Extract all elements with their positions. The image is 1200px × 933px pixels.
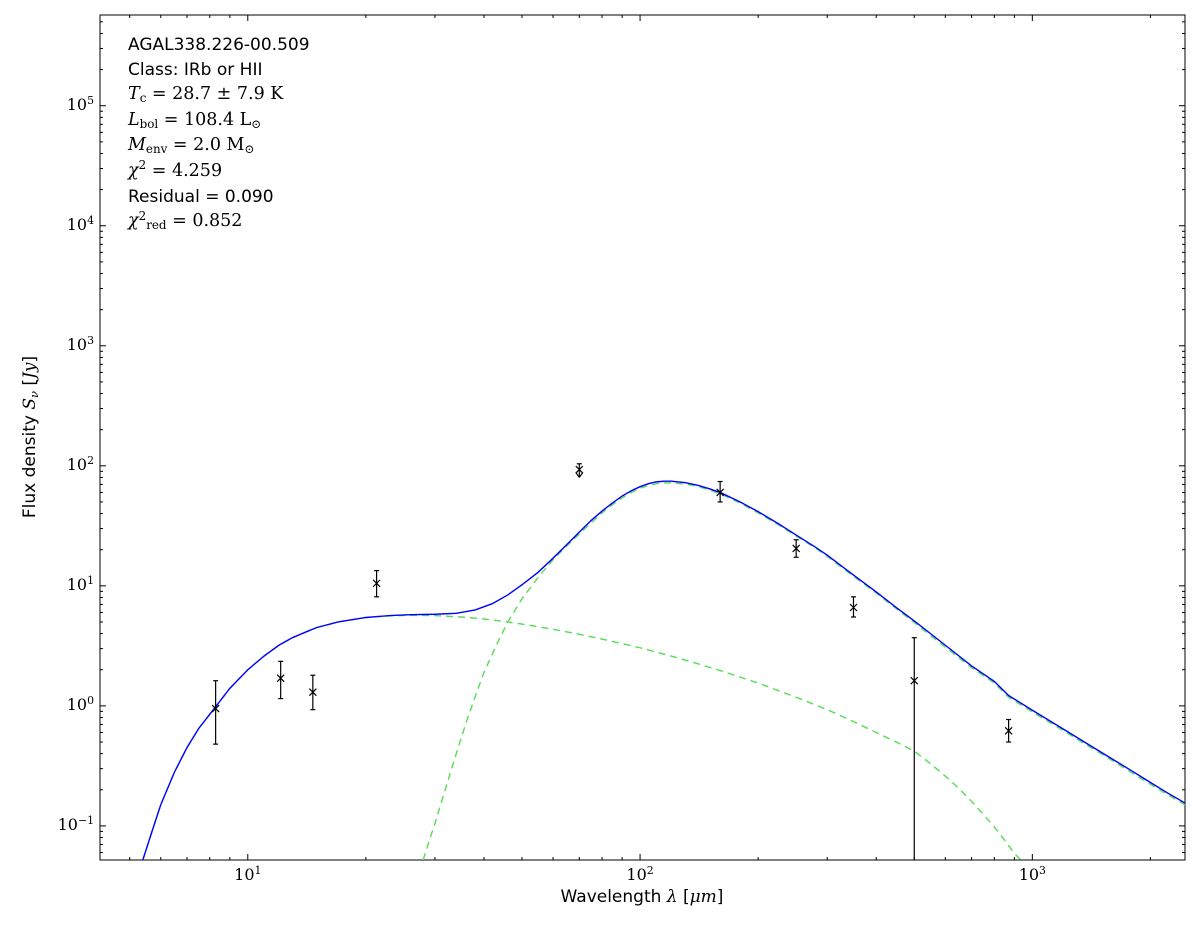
text-segment: AGAL338.226-00.509 <box>128 35 310 55</box>
text-segment: [ <box>20 378 40 391</box>
exponent: 3 <box>1039 864 1046 878</box>
text-segment: [ <box>677 887 690 907</box>
text-segment: χ <box>128 160 139 181</box>
text-segment: bol <box>139 116 159 131</box>
annotation-block: AGAL338.226-00.509 Class: IRb or HII Tc = … <box>128 33 310 235</box>
text-segment: ] <box>20 355 40 363</box>
annotation-line: χ2 = 4.259 <box>128 158 310 185</box>
plot-frame <box>99 14 1186 861</box>
exponent: 0 <box>87 693 94 707</box>
y-tick-label: 100 <box>66 693 94 714</box>
text-segment: L <box>128 109 140 130</box>
text-segment: c <box>139 91 147 106</box>
series-warm-component-fit <box>142 614 1022 860</box>
exponent: 5 <box>87 93 94 107</box>
text-segment: S <box>20 398 40 410</box>
y-tick-label: 104 <box>66 213 94 234</box>
x-axis-label: Wavelength λ [μm] <box>561 887 724 907</box>
text-segment: Residual = 0.090 <box>128 186 274 207</box>
text-segment: λ <box>666 887 678 907</box>
annotation-line: Class: IRb or HII <box>128 58 310 83</box>
annotation-line: Tc = 28.7 ± 7.9 K <box>128 82 310 108</box>
text-segment: Class: IRb or HII <box>128 59 263 80</box>
text-segment: = 28.7 ± 7.9 K <box>146 84 284 105</box>
text-segment: 2 <box>138 158 147 173</box>
x-tick-label: 101 <box>234 864 262 884</box>
annotation-line: AGAL338.226-00.509 <box>128 33 310 58</box>
series-total-fit <box>142 480 1185 860</box>
text-segment: = 4.259 <box>146 160 223 181</box>
y-axis-label: Flux density Sν [Jy] <box>20 355 41 518</box>
text-segment: = 0.852 <box>166 211 243 232</box>
text-segment: μm <box>689 887 717 907</box>
x-tick-label: 102 <box>626 864 654 884</box>
text-segment: = 2.0 M <box>167 135 245 156</box>
text-segment: ⊙ <box>244 142 255 157</box>
annotation-line: Menv = 2.0 M⊙ <box>128 133 310 159</box>
text-segment: ] <box>716 887 724 907</box>
exponent: 4 <box>87 213 94 227</box>
annotation-line: Lbol = 108.4 L⊙ <box>128 108 310 134</box>
text-segment: Jy <box>20 362 40 379</box>
text-segment: 2 <box>138 208 147 223</box>
exponent: −1 <box>77 813 94 827</box>
text-segment: M <box>128 135 146 156</box>
text-segment: env <box>145 142 168 157</box>
text-segment: ⊙ <box>251 116 262 131</box>
exponent: 2 <box>646 864 654 878</box>
exponent: 2 <box>87 453 94 467</box>
text-segment: red <box>146 218 167 233</box>
y-tick-label: 10−1 <box>57 813 94 834</box>
text-segment: Wavelength <box>560 887 667 907</box>
fit-curves <box>142 480 1185 860</box>
exponent: 1 <box>254 864 262 878</box>
x-tick-label: 103 <box>1018 864 1046 884</box>
y-tick-label: 102 <box>66 453 94 474</box>
exponent: 3 <box>87 333 94 347</box>
text-segment: ν <box>26 390 41 398</box>
axis-ticks <box>100 15 1185 860</box>
text-segment: T <box>128 84 140 105</box>
y-tick-label: 101 <box>66 573 94 594</box>
data-points <box>211 463 1013 860</box>
text-segment: = 108.4 L <box>158 109 252 130</box>
y-tick-label: 103 <box>66 333 94 354</box>
text-segment: χ <box>128 211 139 232</box>
annotation-line: Residual = 0.090 <box>128 185 310 210</box>
y-tick-label: 105 <box>66 93 94 114</box>
annotation-line: χ2red = 0.852 <box>128 209 310 235</box>
exponent: 1 <box>87 573 94 587</box>
series-cold-component-fit <box>422 482 1185 860</box>
